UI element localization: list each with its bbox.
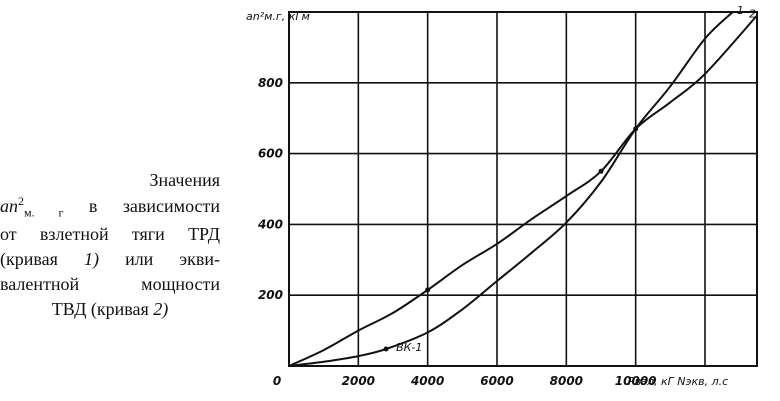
caption-symbol: an (0, 196, 18, 217)
series-line-1 (288, 11, 734, 367)
y-tick-label: 200 (258, 288, 283, 302)
caption-superscript: 2 (18, 194, 24, 209)
data-point-marker (633, 126, 639, 132)
data-point-marker (425, 287, 431, 293)
plot-frame (288, 11, 758, 367)
caption-curve-ref: 2) (153, 299, 169, 320)
caption-line: валентной мощности (0, 273, 220, 294)
y-tick-label: 600 (258, 147, 283, 161)
caption-curve-ref: 1) (83, 248, 99, 269)
series-label-1: 1 (737, 4, 744, 17)
x-tick-label: 6000 (480, 374, 513, 388)
x-tick-label: 10000 (615, 374, 657, 388)
caption-subscript: м. г (24, 205, 64, 220)
data-point-marker (383, 346, 389, 352)
series-line-2 (288, 14, 758, 367)
series-label-2: 2 (749, 8, 756, 21)
caption-text: в зависимости (88, 196, 221, 217)
figure-caption: Значения an2м. г в зависимости от взлетн… (0, 168, 220, 322)
caption-line: an2м. г в зависимости (0, 193, 220, 221)
x-tick-label: 0 (273, 374, 281, 388)
caption-text: ТВД (кривая (51, 299, 149, 320)
caption-line: (кривая 1) или экви- (0, 247, 220, 272)
caption-line: Значения (149, 170, 220, 190)
y-tick-label: 800 (258, 76, 283, 90)
x-axis-label: Pвзл, кГ Nэкв, л.с (628, 375, 728, 388)
caption-line: от взлетной тяги ТРД (0, 223, 220, 244)
annotation-label: ВК-1 (396, 341, 422, 354)
caption-text: (кривая (0, 248, 58, 269)
y-axis-label: an²м.г, кГм (246, 10, 310, 23)
data-point-marker (598, 168, 604, 174)
caption-text: или экви- (125, 248, 220, 269)
x-tick-label: 8000 (550, 374, 583, 388)
y-tick-label: 400 (257, 217, 283, 231)
x-tick-label: 2000 (342, 374, 375, 388)
caption-line: ТВД (кривая 2) (0, 297, 220, 322)
x-tick-label: 4000 (410, 374, 444, 388)
